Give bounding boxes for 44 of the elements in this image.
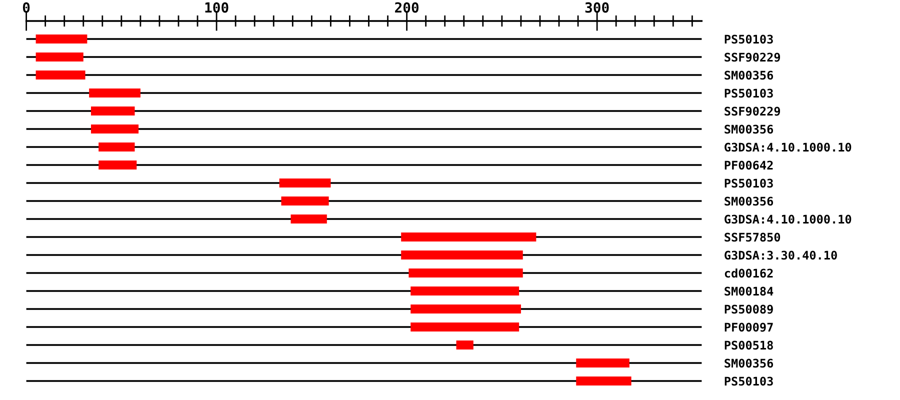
y-tick-label: G3DSA:4.10.1000.10 bbox=[724, 142, 852, 152]
bar bbox=[98, 142, 135, 152]
x-tick-label: 100 bbox=[205, 2, 228, 13]
bar bbox=[36, 70, 86, 80]
y-tick-label: PS50103 bbox=[724, 178, 773, 188]
bar bbox=[36, 34, 88, 44]
bar bbox=[401, 232, 536, 242]
y-tick-label: G3DSA:4.10.1000.10 bbox=[724, 214, 852, 224]
y-tick-label: SSF57850 bbox=[724, 232, 780, 242]
y-tick-label: PS50103 bbox=[724, 34, 773, 44]
bar bbox=[98, 160, 137, 170]
x-tick-label: 0 bbox=[22, 2, 30, 13]
y-tick-label: SM00356 bbox=[724, 70, 774, 80]
y-tick-label: PS50103 bbox=[724, 88, 773, 98]
y-tick-label: cd00162 bbox=[724, 268, 773, 278]
bar bbox=[576, 376, 632, 386]
bar bbox=[401, 250, 523, 260]
x-tick-label: 300 bbox=[585, 2, 609, 13]
y-tick-label: SM00356 bbox=[724, 124, 774, 134]
y-tick-label: PS50089 bbox=[724, 304, 773, 314]
bar bbox=[281, 196, 329, 206]
y-tick-label: PF00097 bbox=[724, 322, 773, 332]
bar bbox=[408, 268, 523, 278]
bar bbox=[89, 88, 140, 98]
bar bbox=[36, 52, 84, 62]
bar bbox=[410, 304, 521, 314]
y-tick-label: PS50103 bbox=[724, 376, 773, 386]
y-tick-label: PS00518 bbox=[724, 340, 773, 350]
bar bbox=[290, 214, 327, 224]
bar bbox=[576, 358, 630, 368]
x-tick-label: 200 bbox=[395, 2, 419, 13]
bar bbox=[410, 322, 520, 332]
bar bbox=[90, 106, 135, 116]
y-tick-label: SSF90229 bbox=[724, 52, 780, 62]
y-tick-label: SM00356 bbox=[724, 358, 774, 368]
bar bbox=[456, 340, 474, 350]
bar bbox=[410, 286, 520, 296]
bar bbox=[279, 178, 331, 188]
y-tick-label: SM00184 bbox=[724, 286, 774, 296]
y-tick-label: SSF90229 bbox=[724, 106, 780, 116]
y-tick-label: SM00356 bbox=[724, 196, 774, 206]
bar bbox=[90, 124, 139, 134]
y-tick-label: G3DSA:3.30.40.10 bbox=[724, 250, 837, 260]
y-tick-label: PF00642 bbox=[724, 160, 773, 170]
